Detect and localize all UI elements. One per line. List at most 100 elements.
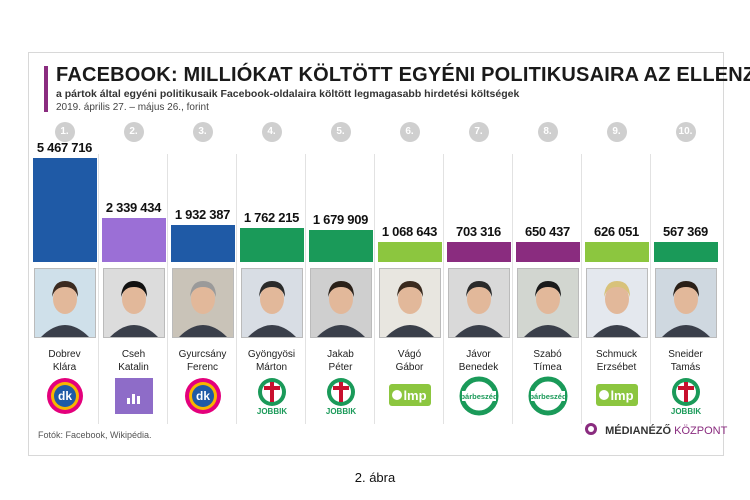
portrait xyxy=(240,268,303,338)
svg-text:dk: dk xyxy=(57,389,71,403)
bar xyxy=(446,242,511,262)
rank-badge: 4. xyxy=(261,122,282,142)
rank-badge: 9. xyxy=(606,122,627,142)
value-label: 2 339 434 xyxy=(105,199,162,215)
party-logo: párbeszéd xyxy=(456,376,502,416)
bar xyxy=(515,242,580,262)
politician-name: Vágó Gábor xyxy=(370,348,450,374)
portrait xyxy=(516,268,579,338)
first-name: Schmuck xyxy=(595,349,638,360)
portrait xyxy=(654,268,717,338)
bar xyxy=(101,217,166,262)
title-accent-bar xyxy=(44,66,48,112)
party-logo: párbeszéd xyxy=(525,376,571,416)
bar-column: 7. 703 316 Jávor Benedek párbeszéd xyxy=(443,118,514,424)
lmp-logo-icon: lmp xyxy=(595,384,638,406)
portrait xyxy=(171,268,234,338)
svg-text:lmp: lmp xyxy=(610,388,633,403)
portrait-image xyxy=(379,269,440,337)
politician-name: Cseh Katalin xyxy=(94,348,174,374)
bar xyxy=(239,228,304,262)
brand-icon xyxy=(585,423,597,435)
last-name: Ferenc xyxy=(186,362,219,373)
portrait-image xyxy=(586,269,647,337)
rank-badge: 6. xyxy=(399,122,420,142)
rank-badge: 2. xyxy=(123,122,144,142)
value-label: 1 068 643 xyxy=(381,223,438,239)
svg-text:JOBBIK: JOBBIK xyxy=(325,407,355,416)
politician-name: Gyurcsány Ferenc xyxy=(163,348,243,374)
last-name: Tamás xyxy=(670,362,701,373)
party-logo: JOBBIK xyxy=(663,376,709,416)
value-label: 626 051 xyxy=(594,224,639,239)
svg-text:párbeszéd: párbeszéd xyxy=(460,392,498,401)
first-name: Vágó xyxy=(397,349,422,360)
portrait-image xyxy=(517,269,578,337)
value-label: 567 369 xyxy=(663,224,708,239)
politician-name: Jakab Péter xyxy=(301,348,381,374)
portrait-image xyxy=(172,269,233,337)
bar-column: 10. 567 369 Sneider Tamás JOBBIK xyxy=(650,118,721,424)
bar xyxy=(377,241,442,262)
politician-name: Gyöngyösi Márton xyxy=(232,348,312,374)
portrait xyxy=(447,268,510,338)
bar-chart: 1. 5 467 716 Dobrev Klára dk 2. 2 339 434 Cseh K… xyxy=(30,118,720,438)
value-label: 5 467 716 xyxy=(36,140,93,155)
value-label: 1 679 909 xyxy=(312,212,369,228)
portrait xyxy=(585,268,648,338)
first-name: Gyurcsány xyxy=(178,349,227,360)
bar xyxy=(584,242,649,262)
party-logo: JOBBIK xyxy=(318,376,364,416)
value-label: 1 932 387 xyxy=(174,207,231,223)
svg-text:párbeszéd: párbeszéd xyxy=(529,392,567,401)
brand-logo: MÉDIANÉZŐ KÖZPONT xyxy=(584,422,727,437)
brand-name: MÉDIANÉZŐ xyxy=(605,425,672,437)
bar-column: 4. 1 762 215 Gyöngyösi Márton JOBBIK xyxy=(236,118,307,424)
last-name: Tímea xyxy=(533,362,562,373)
portrait-image xyxy=(241,269,302,337)
rank-badge: 1. xyxy=(54,122,75,142)
bar-column: 1. 5 467 716 Dobrev Klára dk xyxy=(30,118,100,418)
bar-column: 2. 2 339 434 Cseh Katalin xyxy=(98,118,169,424)
party-logo: dk xyxy=(180,376,226,416)
column-separator xyxy=(650,154,651,424)
chart-subtitle: a pártok által egyéni politikusaik Faceb… xyxy=(56,88,520,100)
column-separator xyxy=(236,154,237,424)
rank-badge: 10. xyxy=(675,122,696,142)
party-logo: lmp xyxy=(387,376,433,416)
column-separator xyxy=(443,154,444,424)
parbeszed-logo-icon: párbeszéd xyxy=(459,376,498,416)
rank-badge: 8. xyxy=(537,122,558,142)
last-name: Katalin xyxy=(118,362,149,373)
column-separator xyxy=(374,154,375,424)
bar-column: 3. 1 932 387 Gyurcsány Ferenc dk xyxy=(167,118,238,424)
portrait xyxy=(309,268,372,338)
momentum-logo-icon xyxy=(114,378,153,414)
column-separator xyxy=(305,154,306,424)
first-name: Cseh xyxy=(121,349,146,360)
bar-column: 6. 1 068 643 Vágó Gábor lmp xyxy=(374,118,445,424)
party-logo: dk xyxy=(42,376,88,416)
politician-name: Szabó Tímea xyxy=(508,348,588,374)
chart-title: FACEBOOK: MILLIÓKAT KÖLTÖTT EGYÉNI POLIT… xyxy=(56,64,750,86)
portrait-image xyxy=(103,269,164,337)
politician-name: Jávor Benedek xyxy=(439,348,519,374)
svg-text:dk: dk xyxy=(195,389,209,403)
column-separator xyxy=(167,154,168,424)
column-separator xyxy=(98,154,99,424)
last-name: Benedek xyxy=(458,362,499,373)
value-label: 703 316 xyxy=(456,224,501,239)
bar xyxy=(653,242,718,262)
first-name: Dobrev xyxy=(48,349,81,360)
portrait xyxy=(378,268,441,338)
politician-name: Sneider Tamás xyxy=(646,348,726,374)
jobbik-logo-icon: JOBBIK xyxy=(670,378,701,416)
brand-name-suffix: KÖZPONT xyxy=(674,425,728,437)
portrait-image xyxy=(655,269,716,337)
value-label: 1 762 215 xyxy=(243,210,300,226)
first-name: Szabó xyxy=(533,349,562,360)
last-name: Erzsébet xyxy=(596,362,637,373)
rank-badge: 7. xyxy=(468,122,489,142)
column-separator xyxy=(512,154,513,424)
svg-text:JOBBIK: JOBBIK xyxy=(670,407,700,416)
